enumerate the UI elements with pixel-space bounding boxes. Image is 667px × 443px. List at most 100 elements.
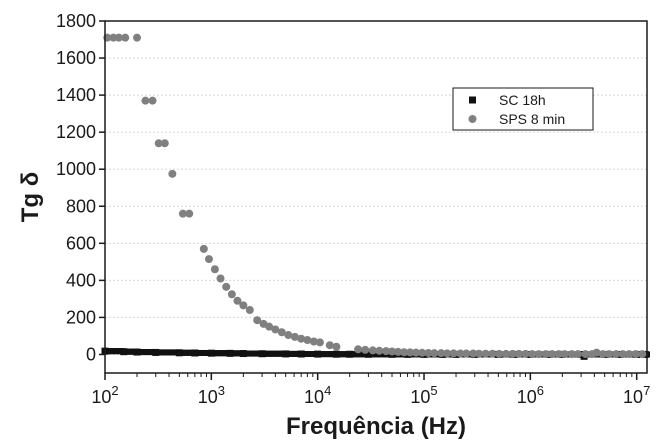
data-point [204, 255, 213, 264]
data-point [605, 350, 614, 359]
data-point [394, 347, 403, 356]
x-tick-label: 105 [410, 383, 437, 407]
x-axis-title: Frequência (Hz) [286, 413, 466, 440]
data-point [178, 209, 187, 218]
data-point [245, 306, 254, 315]
data-point [638, 350, 647, 359]
legend-box [452, 87, 594, 131]
legend-marker [468, 115, 477, 123]
data-point [303, 336, 312, 345]
data-point [332, 342, 341, 351]
data-point [541, 350, 550, 359]
data-point [284, 331, 293, 340]
data-point [462, 349, 471, 358]
x-tick-label: 106 [517, 383, 544, 407]
y-axis-title: Tg δ [17, 172, 44, 223]
data-point [449, 349, 458, 358]
y-tick-label: 0 [86, 344, 96, 364]
data-point [548, 350, 557, 359]
data-point [368, 346, 377, 355]
data-point [612, 350, 621, 359]
data-point [424, 348, 433, 357]
data-point [315, 338, 324, 347]
data-point [598, 350, 607, 359]
y-tick-label: 400 [66, 270, 96, 290]
legend: SC 18h SPS 8 min [452, 87, 594, 131]
data-point [481, 349, 490, 358]
plot-frame [104, 20, 648, 374]
y-tick-label: 1400 [56, 85, 96, 105]
data-point [290, 332, 299, 341]
legend-marker [469, 96, 476, 104]
x-tick-label: 102 [91, 383, 118, 407]
data-point [443, 349, 452, 358]
data-point [488, 349, 497, 358]
axis-ticks: 0 200 400 600 800 1000 1200 1400 1600 1800 102 103 1… [56, 11, 650, 407]
data-point [222, 282, 231, 291]
data-point [227, 290, 236, 299]
data-point [631, 350, 640, 359]
x-tick-label: 103 [198, 383, 225, 407]
data-point [121, 33, 130, 42]
data-point [508, 349, 517, 358]
y-tick-label: 800 [66, 196, 96, 216]
data-point [141, 96, 150, 105]
data-point [456, 349, 465, 358]
data-point [148, 96, 157, 105]
data-point [309, 337, 318, 346]
data-point [411, 348, 420, 357]
data-point [216, 274, 225, 283]
data-point [133, 33, 142, 42]
y-tick-label: 600 [66, 233, 96, 253]
x-tick-label: 107 [623, 383, 650, 407]
data-point [185, 209, 194, 218]
data-point [277, 328, 286, 337]
data-point [567, 350, 576, 359]
data-point [168, 169, 177, 178]
y-tick-label: 1600 [56, 48, 96, 68]
data-point [592, 348, 601, 357]
data-point [271, 325, 280, 334]
data-point [160, 139, 169, 148]
data-point [210, 265, 219, 274]
data-point [554, 350, 563, 359]
y-tick-label: 1000 [56, 159, 96, 179]
data-point [233, 296, 242, 305]
data-point [297, 334, 306, 343]
y-tick-label: 1200 [56, 122, 96, 142]
data-point [430, 349, 439, 358]
y-tick-label: 200 [66, 307, 96, 327]
data-point [618, 350, 627, 359]
data-point [265, 322, 274, 331]
series-sps-8-min [103, 33, 647, 359]
data-point [114, 33, 123, 42]
data-point [325, 341, 334, 350]
data-point [495, 349, 504, 358]
data-point [534, 350, 543, 359]
data-point [354, 345, 363, 354]
data-point [581, 350, 590, 359]
data-point [521, 349, 530, 358]
data-point [382, 347, 391, 356]
data-point [528, 350, 537, 359]
data-point [469, 349, 478, 358]
data-point [361, 345, 370, 354]
data-marks [101, 33, 650, 360]
y-tick-label: 1800 [56, 11, 96, 31]
data-point [406, 348, 415, 357]
x-tick-label: 104 [304, 383, 331, 407]
data-point [560, 350, 569, 359]
data-point [418, 348, 427, 357]
data-point [625, 350, 634, 359]
legend-label: SPS 8 min [499, 111, 565, 127]
data-point [573, 350, 582, 359]
grid [105, 20, 647, 355]
data-point [199, 244, 208, 253]
legend-label: SC 18h [499, 92, 546, 108]
data-point [437, 349, 446, 358]
data-point [501, 349, 510, 358]
data-point [239, 301, 248, 310]
data-point [375, 346, 384, 355]
data-point [253, 316, 262, 325]
